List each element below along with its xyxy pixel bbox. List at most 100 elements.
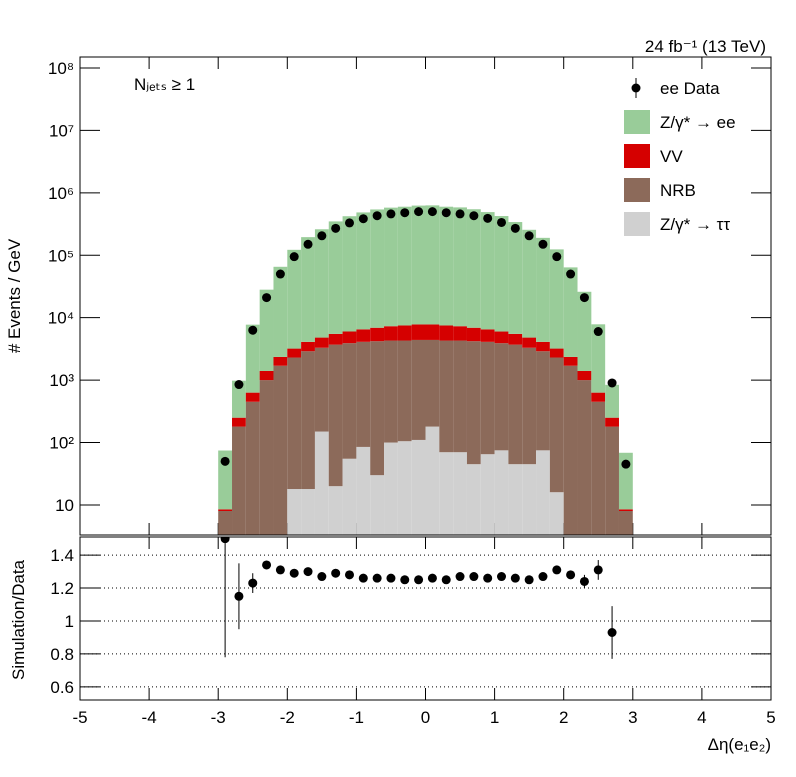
histogram-bar — [301, 341, 315, 352]
data-point — [386, 209, 396, 219]
y-tick-label: 10³ — [49, 371, 74, 390]
ratio-point — [524, 575, 534, 585]
y-tick-label: 10⁵ — [48, 246, 74, 265]
ratio-point — [441, 575, 451, 585]
data-point — [220, 456, 230, 466]
x-tick-label: 5 — [766, 708, 775, 727]
legend-swatch — [624, 178, 650, 202]
legend-marker — [631, 83, 641, 93]
ratio-point — [510, 573, 520, 583]
plot-area — [218, 205, 633, 535]
data-point — [621, 459, 631, 469]
histogram-bar — [563, 365, 578, 535]
ratio-point — [400, 575, 410, 585]
histogram-bar — [605, 426, 619, 535]
ratio-point — [317, 572, 327, 582]
histogram-bar — [425, 426, 440, 535]
legend-swatch — [624, 144, 650, 168]
histogram-bar — [439, 325, 454, 341]
histogram-bar — [273, 266, 288, 357]
data-point — [441, 208, 451, 218]
ratio-point — [593, 565, 603, 575]
histogram-bar — [287, 357, 302, 490]
ratio-point — [275, 565, 285, 575]
histogram-bar — [618, 509, 633, 511]
data-point — [427, 207, 437, 217]
data-point — [552, 252, 562, 262]
legend-label: ee Data — [660, 79, 720, 98]
histogram-bar — [439, 340, 454, 453]
data-point — [248, 325, 258, 335]
histogram-bar — [232, 426, 246, 535]
histogram-bar — [453, 207, 467, 327]
y-tick-label: 0.8 — [50, 645, 74, 664]
legend-swatch — [624, 110, 650, 134]
histogram-bar — [494, 216, 509, 332]
data-point — [289, 252, 299, 262]
histogram-bar — [301, 351, 315, 490]
histogram-bar — [522, 229, 537, 338]
histogram-bar — [356, 341, 371, 447]
data-point — [469, 211, 479, 221]
histogram-bar — [480, 212, 495, 330]
histogram-bar — [397, 325, 412, 341]
histogram-bar — [259, 289, 274, 371]
histogram-bar — [342, 216, 357, 332]
histogram-bar — [480, 329, 495, 342]
histogram-bar — [480, 341, 495, 455]
ratio-point — [303, 567, 313, 577]
ratio-point — [220, 537, 230, 544]
x-tick-label: -5 — [72, 708, 87, 727]
histogram-bar — [301, 489, 315, 535]
histogram-bar — [494, 450, 509, 535]
histogram-bar — [384, 326, 398, 341]
histogram-bar — [522, 337, 537, 348]
histogram-bar — [384, 340, 398, 443]
histogram-bar — [466, 209, 481, 328]
histogram-bar — [549, 357, 564, 493]
ratio-point — [469, 572, 479, 582]
y-tick-label: 1.4 — [50, 546, 74, 565]
ratio-point — [414, 575, 424, 585]
data-point — [317, 231, 327, 241]
histogram-bar — [618, 510, 633, 535]
histogram-bar — [245, 392, 260, 402]
histogram-bar — [549, 249, 564, 349]
data-point — [400, 208, 410, 218]
histogram-bar — [549, 492, 564, 535]
ratio-point — [538, 572, 548, 582]
histogram-bar — [356, 212, 371, 330]
histogram-bar — [273, 356, 288, 366]
legend-label: Z/γ* → ee — [660, 113, 736, 132]
histogram-bar — [370, 209, 385, 328]
histogram-bar — [342, 458, 357, 535]
data-point — [566, 269, 576, 279]
ratio-point — [331, 568, 341, 578]
x-axis-label: Δη(e₁e₂) — [708, 735, 771, 754]
histogram-bar — [439, 452, 454, 535]
histogram-bar — [287, 489, 302, 535]
y-tick-label: 1 — [65, 612, 74, 631]
legend-swatch — [624, 212, 650, 236]
ratio-point — [566, 570, 576, 580]
histogram-bar — [384, 207, 398, 327]
ratio-point — [607, 627, 617, 637]
histogram-bar — [342, 343, 357, 459]
histogram-bar — [370, 341, 385, 476]
histogram-bar — [397, 340, 412, 442]
histogram-bar — [342, 331, 357, 344]
ratio-point — [262, 560, 272, 570]
histogram-bar — [508, 344, 523, 465]
histogram-bar — [384, 442, 398, 535]
y-tick-label: 1.2 — [50, 579, 74, 598]
ratio-point — [289, 568, 299, 578]
legend-label: VV — [660, 147, 683, 166]
y-tick-label: 0.6 — [50, 678, 74, 697]
histogram-bar — [549, 348, 564, 358]
ratio-point — [248, 578, 258, 588]
histogram-bar — [370, 475, 385, 535]
histogram-bar — [508, 333, 523, 345]
data-point — [510, 223, 520, 233]
histogram-bar — [370, 327, 385, 342]
histogram-bar — [591, 401, 606, 535]
